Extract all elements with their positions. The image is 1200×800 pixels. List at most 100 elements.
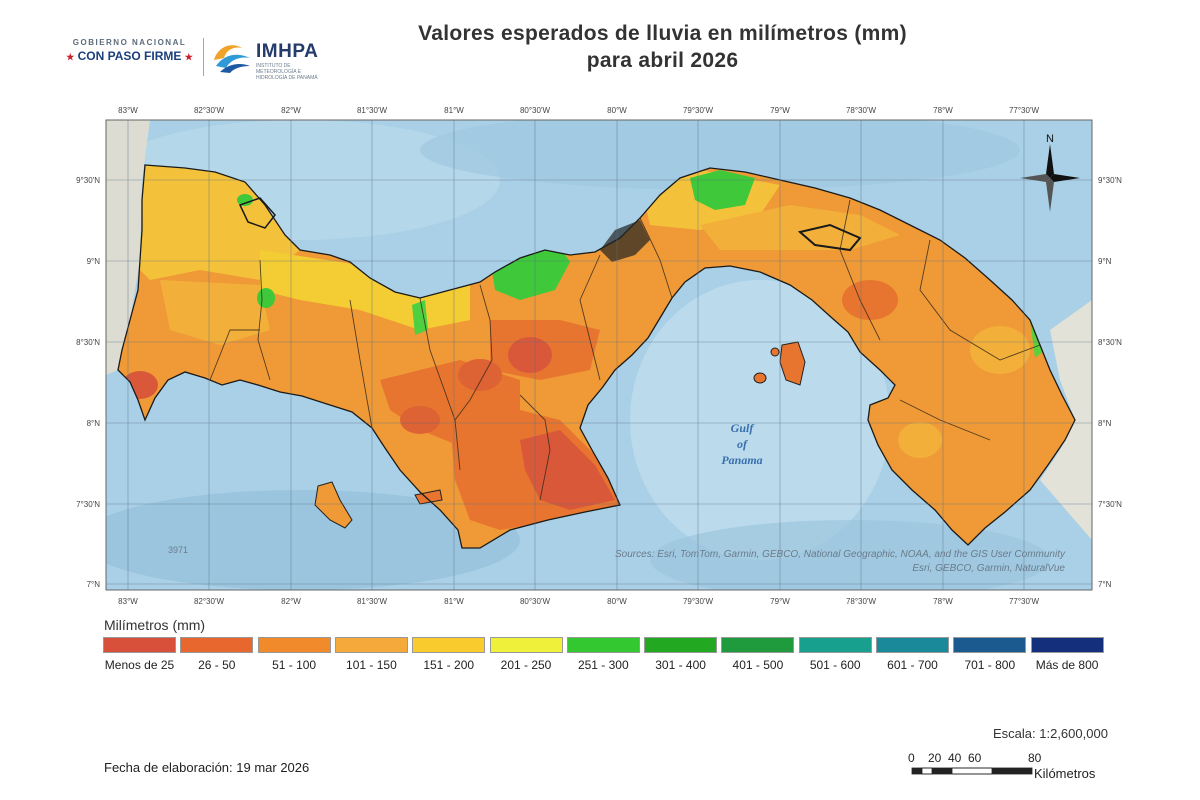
scale-tick-label: 20 bbox=[928, 751, 942, 765]
star-icon: ★ bbox=[184, 52, 193, 62]
creation-date: Fecha de elaboración: 19 mar 2026 bbox=[104, 760, 310, 775]
longitude-label: 78°W bbox=[933, 597, 953, 606]
title-line2: para abril 2026 bbox=[586, 49, 739, 72]
legend-swatch bbox=[103, 637, 176, 653]
latitude-label: 9°30'N bbox=[1098, 176, 1122, 185]
longitude-label: 77°30'W bbox=[1009, 597, 1040, 606]
gov-line2: ★ CON PASO FIRME ★ bbox=[62, 49, 197, 63]
legend-label: 501 - 600 bbox=[809, 658, 861, 672]
longitude-label: 81°30'W bbox=[357, 597, 388, 606]
latitude-label: 7°N bbox=[87, 580, 101, 589]
longitude-label: 78°30'W bbox=[846, 106, 877, 115]
depth-label: 3971 bbox=[168, 545, 188, 555]
source-attribution-1: Sources: Esri, TomTom, Garmin, GEBCO, Na… bbox=[615, 549, 1066, 560]
wave-icon bbox=[214, 45, 250, 73]
longitude-label: 79°30'W bbox=[683, 106, 714, 115]
legend-swatch bbox=[644, 637, 718, 653]
latitude-label: 9°30'N bbox=[76, 176, 100, 185]
scale-tick-label: 40 bbox=[948, 751, 962, 765]
latitude-label: 8°30'N bbox=[76, 338, 100, 347]
map-scale-text: Escala: 1:2,600,000 bbox=[993, 726, 1108, 741]
latitude-label: 9°N bbox=[87, 257, 101, 266]
agency-name: IMHPA bbox=[256, 41, 319, 62]
latitude-label: 9°N bbox=[1098, 257, 1112, 266]
legend-label: 201 - 250 bbox=[500, 658, 552, 672]
legend-label: 151 - 200 bbox=[423, 658, 475, 672]
legend-label: 101 - 150 bbox=[346, 658, 397, 672]
map-title: Valores esperados de lluvia en milímetro… bbox=[330, 20, 995, 74]
legend-swatch bbox=[721, 637, 795, 653]
latitude-labels-right: 9°30'N 9°N 8°30'N 8°N 7°30'N 7°N bbox=[1098, 176, 1122, 589]
legend-swatch bbox=[798, 637, 872, 653]
legend-label: 26 - 50 bbox=[198, 658, 236, 672]
coiba-island bbox=[314, 481, 353, 529]
north-label: N bbox=[1046, 133, 1054, 145]
legend-label: 401 - 500 bbox=[732, 658, 784, 672]
gov-line2-text: CON PASO FIRME bbox=[77, 49, 182, 63]
agency-subtitle: INSTITUTO DE METEOROLOGÍA E HIDROLOGÍA D… bbox=[256, 63, 318, 81]
graticule bbox=[106, 120, 1092, 590]
latitude-label: 8°30'N bbox=[1098, 338, 1122, 347]
latitude-label: 7°30'N bbox=[76, 500, 100, 509]
longitude-label: 79°30'W bbox=[683, 597, 714, 606]
legend-label: 301 - 400 bbox=[655, 658, 706, 672]
gulf-label-3: Panama bbox=[721, 453, 762, 467]
scale-tick-label: 0 bbox=[908, 751, 915, 765]
star-icon: ★ bbox=[66, 52, 75, 62]
longitude-label: 80°W bbox=[607, 597, 627, 606]
longitude-label: 79°W bbox=[770, 106, 790, 115]
title-line1: Valores esperados de lluvia en milímetro… bbox=[418, 22, 907, 45]
legend-title: Milímetros (mm) bbox=[104, 617, 206, 633]
longitude-label: 80°30'W bbox=[520, 106, 551, 115]
legend-swatch bbox=[180, 637, 254, 653]
imhpa-logo: IMHPA INSTITUTO DE METEOROLOGÍA E HIDROL… bbox=[212, 38, 332, 81]
scale-unit: Kilómetros bbox=[1034, 766, 1096, 781]
legend-swatch bbox=[334, 637, 408, 653]
longitude-label: 82°W bbox=[281, 106, 301, 115]
legend-swatch bbox=[953, 637, 1027, 653]
legend-swatch bbox=[876, 637, 949, 653]
longitude-label: 77°30'W bbox=[1009, 106, 1040, 115]
latitude-label: 8°N bbox=[1098, 419, 1112, 428]
longitude-label: 82°W bbox=[281, 597, 301, 606]
scale-tick-label: 80 bbox=[1028, 751, 1042, 765]
latitude-label: 8°N bbox=[87, 419, 101, 428]
legend-swatch bbox=[257, 637, 331, 653]
longitude-label: 83°W bbox=[118, 106, 138, 115]
gulf-label-1: Gulf bbox=[731, 421, 755, 435]
scale-tick-label: 60 bbox=[968, 751, 982, 765]
gobierno-nacional-logo: GOBIERNO NACIONAL ★ CON PASO FIRME ★ bbox=[62, 38, 197, 78]
latitude-labels-left: 9°30'N 9°N 8°30'N 8°N 7°30'N 7°N bbox=[76, 176, 100, 589]
longitude-label: 79°W bbox=[770, 597, 790, 606]
legend-swatch bbox=[412, 637, 486, 653]
longitude-labels-top: 83°W 82°30'W 82°W 81°30'W 81°W 80°30'W 80°W 79°… bbox=[118, 106, 1039, 115]
province-boundaries bbox=[209, 199, 1041, 501]
longitude-label: 81°W bbox=[444, 106, 464, 115]
legend-label: 251 - 300 bbox=[577, 658, 629, 672]
longitude-label: 82°30'W bbox=[194, 597, 225, 606]
legend-label: 701 - 800 bbox=[964, 658, 1016, 672]
colombia-land bbox=[1040, 300, 1092, 540]
legend-swatch bbox=[1030, 637, 1104, 653]
gulf-label-2: of bbox=[737, 437, 748, 451]
longitude-labels-bottom: 83°W 82°30'W 82°W 81°30'W 81°W 80°30'W 80°W 79°… bbox=[118, 597, 1039, 606]
north-arrow-icon: N bbox=[1020, 133, 1080, 212]
legend-label: Más de 800 bbox=[1035, 658, 1099, 672]
legend-label: Menos de 25 bbox=[104, 658, 175, 672]
longitude-label: 82°30'W bbox=[194, 106, 225, 115]
legend-label: 51 - 100 bbox=[272, 658, 317, 672]
longitude-label: 80°W bbox=[607, 106, 627, 115]
gov-line1: GOBIERNO NACIONAL bbox=[72, 38, 187, 47]
longitude-label: 78°W bbox=[933, 106, 953, 115]
legend-label: 601 - 700 bbox=[887, 658, 938, 672]
longitude-label: 80°30'W bbox=[520, 597, 551, 606]
longitude-label: 81°30'W bbox=[357, 106, 388, 115]
legend-swatch bbox=[489, 637, 563, 653]
longitude-label: 78°30'W bbox=[846, 597, 877, 606]
source-attribution-2: Esri, GEBCO, Garmin, NaturalVue bbox=[912, 563, 1065, 574]
latitude-label: 7°30'N bbox=[1098, 500, 1122, 509]
longitude-label: 83°W bbox=[118, 597, 138, 606]
latitude-label: 7°N bbox=[1098, 580, 1112, 589]
logo-divider bbox=[203, 38, 204, 76]
